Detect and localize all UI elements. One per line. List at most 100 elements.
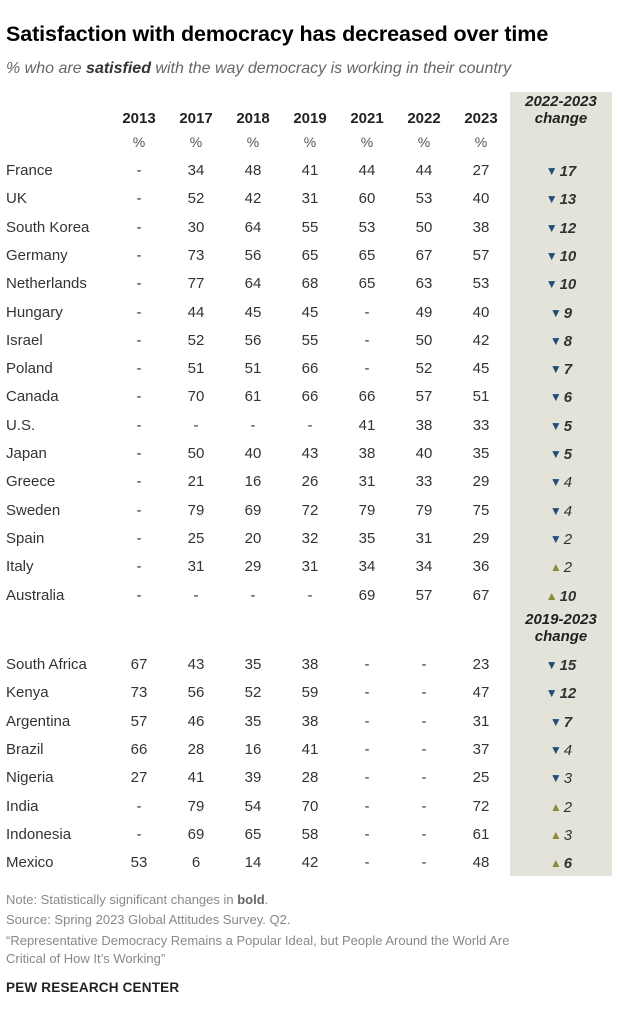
table-cell: 70 <box>301 797 319 815</box>
change-number: 9 <box>563 304 573 322</box>
unit-label: % <box>246 134 260 150</box>
table-cell: - <box>136 190 142 208</box>
table-cell: 54 <box>244 797 262 815</box>
country-label: U.S. <box>6 416 36 434</box>
change-value: ▼ 6 <box>510 387 612 407</box>
column-header-2021: 2021 <box>350 110 384 127</box>
table-cell: 31 <box>472 712 490 730</box>
table-cell: - <box>364 740 370 758</box>
column-header-2019: 2019 <box>293 110 327 127</box>
table-cell: 44 <box>358 162 376 179</box>
table-cell: 66 <box>358 388 376 406</box>
change-number: 4 <box>563 474 573 492</box>
table-cell: 73 <box>130 684 148 702</box>
table-cell: 45 <box>301 303 319 321</box>
table-cell: - <box>307 586 313 604</box>
change-number: 3 <box>563 826 573 844</box>
change-number: 5 <box>563 446 573 463</box>
table-cell: 29 <box>472 473 490 491</box>
change-value: ▼ 7 <box>510 359 612 379</box>
table-cell: - <box>136 797 142 815</box>
table-cell: 53 <box>130 854 148 872</box>
table-cell: - <box>136 586 142 604</box>
table-cell: - <box>136 825 142 843</box>
report-title-line-1: “Representative Democracy Remains a Popu… <box>6 933 510 948</box>
table-cell: - <box>421 854 427 872</box>
table-cell: - <box>250 416 256 434</box>
country-label: Italy <box>6 558 34 576</box>
triangle-up-icon: ▲ <box>549 799 562 814</box>
table-cell: 67 <box>415 246 433 264</box>
triangle-down-icon: ▼ <box>549 475 562 490</box>
table-cell: 52 <box>415 360 433 378</box>
triangle-down-icon: ▼ <box>549 742 562 757</box>
table-cell: 33 <box>472 416 490 434</box>
table-cell: 67 <box>130 656 148 673</box>
country-label: Argentina <box>6 712 71 730</box>
change-value: ▼ 17 <box>510 161 612 181</box>
table-cell: 65 <box>301 246 319 264</box>
triangle-down-icon: ▼ <box>545 277 558 292</box>
triangle-down-icon: ▼ <box>549 390 562 405</box>
table-cell: 61 <box>244 388 262 406</box>
triangle-down-icon: ▼ <box>549 771 562 786</box>
table-cell: 79 <box>415 501 433 519</box>
change-value: ▼ 4 <box>510 501 612 521</box>
table-cell: 69 <box>187 825 205 843</box>
country-label: UK <box>6 190 27 208</box>
table-cell: 31 <box>415 529 433 547</box>
triangle-down-icon: ▼ <box>545 192 558 207</box>
table-cell: 58 <box>301 825 319 843</box>
table-cell: 14 <box>244 854 262 872</box>
table-cell: 41 <box>301 740 319 758</box>
change-number: 10 <box>559 587 577 605</box>
change-number: 5 <box>563 417 573 435</box>
table-cell: 25 <box>472 769 490 787</box>
table-cell: 38 <box>472 218 490 236</box>
change-value: ▼ 7 <box>510 712 612 732</box>
table-cell: 27 <box>472 162 490 179</box>
source: Source: Spring 2023 Global Attitudes Sur… <box>6 912 291 927</box>
table-cell: 68 <box>301 275 319 293</box>
table-cell: - <box>364 825 370 843</box>
triangle-down-icon: ▼ <box>549 531 562 546</box>
table-cell: 16 <box>244 740 262 758</box>
table-cell: 29 <box>472 529 490 547</box>
change-value: ▼ 4 <box>510 740 612 760</box>
triangle-down-icon: ▼ <box>549 333 562 348</box>
table-cell: - <box>136 218 142 236</box>
change-number: 12 <box>559 685 577 703</box>
change-number: 6 <box>563 389 573 407</box>
table-cell: 56 <box>244 246 262 264</box>
table-cell: - <box>364 360 370 378</box>
table-cell: - <box>136 331 142 349</box>
table-cell: 65 <box>358 246 376 264</box>
table-cell: 31 <box>187 558 205 576</box>
table-cell: 51 <box>187 360 205 378</box>
table-cell: 42 <box>244 190 262 208</box>
table-cell: 44 <box>187 303 205 321</box>
table-cell: - <box>136 246 142 264</box>
change-number: 10 <box>559 276 577 294</box>
table-cell: 34 <box>415 558 433 576</box>
table-cell: 43 <box>301 445 319 462</box>
country-label: Poland <box>6 360 53 378</box>
change-number: 8 <box>563 332 573 350</box>
table-cell: 56 <box>244 331 262 349</box>
table-cell: - <box>364 769 370 787</box>
table-cell: 51 <box>472 388 490 406</box>
change-value: ▲ 2 <box>510 797 612 817</box>
table-cell: 79 <box>358 501 376 519</box>
table-cell: 48 <box>244 162 262 179</box>
table-cell: 37 <box>472 740 490 758</box>
table-cell: 52 <box>187 190 205 208</box>
table-cell: 31 <box>301 558 319 576</box>
table-cell: 33 <box>415 473 433 491</box>
country-label: Brazil <box>6 740 44 758</box>
triangle-down-icon: ▼ <box>545 164 558 178</box>
table-cell: - <box>136 445 142 462</box>
table-cell: - <box>421 684 427 702</box>
country-label: Sweden <box>6 501 61 519</box>
table-cell: - <box>364 797 370 815</box>
table-cell: 51 <box>244 360 262 378</box>
